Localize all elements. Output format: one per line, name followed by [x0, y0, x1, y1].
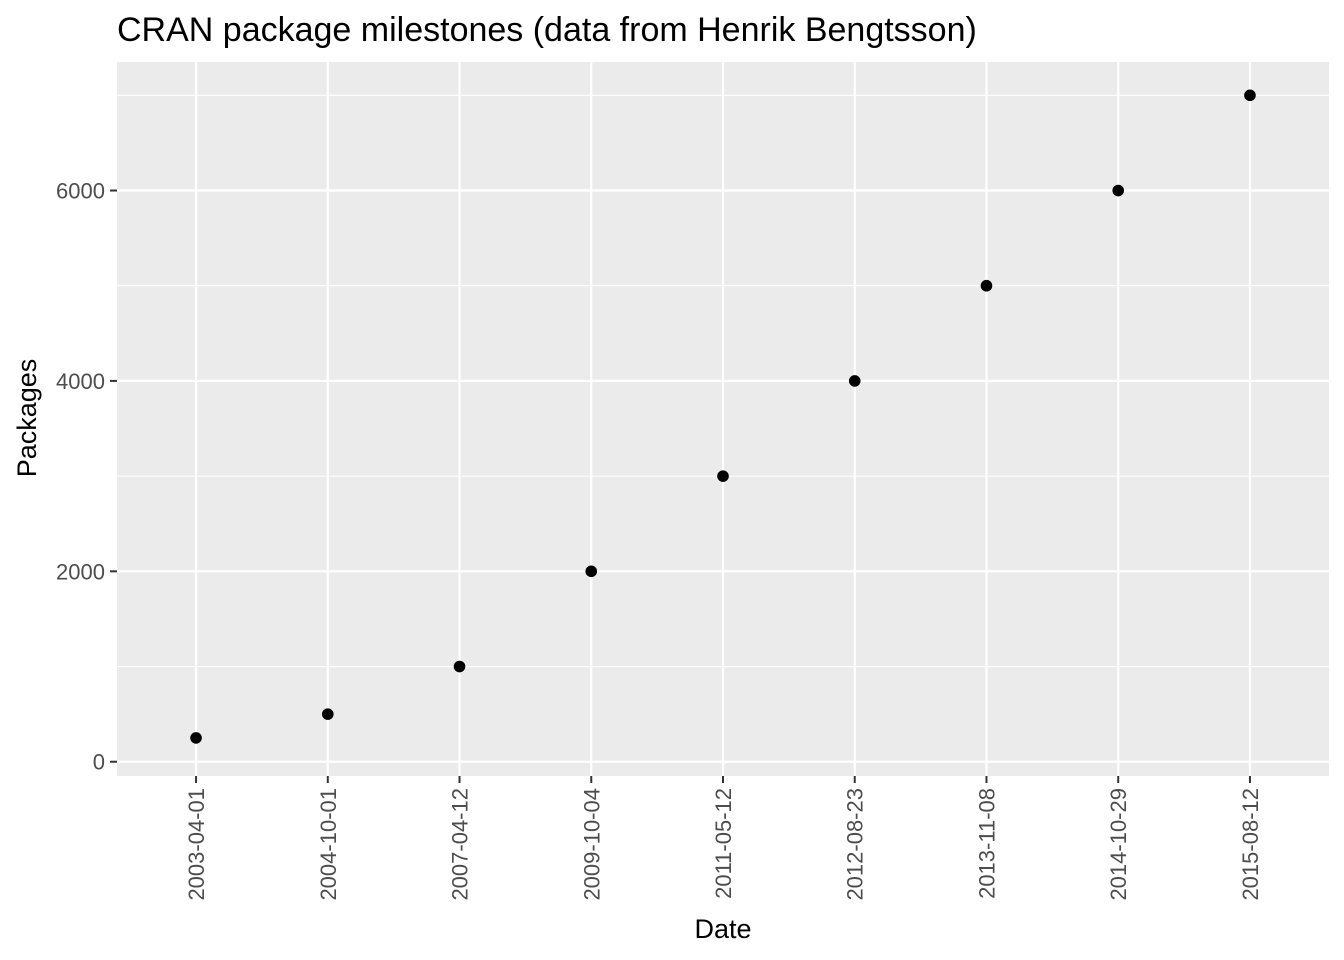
y-tick-label: 6000	[56, 179, 105, 204]
y-axis-title: Packages	[12, 359, 42, 478]
data-point-2015-08-12	[1244, 89, 1256, 102]
data-point-2011-05-12	[717, 470, 729, 482]
data-point-2013-11-08	[980, 279, 993, 292]
data-point-2003-04-01	[190, 732, 202, 744]
data-point-2012-08-23	[848, 375, 861, 387]
data-points	[190, 89, 1256, 744]
x-tick-label: 2009-10-04	[579, 788, 604, 901]
data-point-2009-10-04	[585, 565, 598, 578]
x-axis-title: Date	[694, 914, 751, 944]
x-tick-label: 2003-04-01	[184, 788, 209, 901]
x-axis: 2003-04-01 2004-10-01 2007-04-12 2009-10-04…	[184, 776, 1263, 901]
y-tick-label: 0	[93, 750, 105, 775]
x-tick-label: 2011-05-12	[711, 788, 736, 899]
data-point-2014-10-29	[1112, 184, 1125, 197]
x-tick-label: 2015-08-12	[1238, 788, 1263, 901]
x-tick-label: 2004-10-01	[316, 788, 341, 901]
y-axis: 0 2000 4000 6000	[56, 179, 117, 775]
y-tick-label: 2000	[56, 559, 105, 584]
major-gridlines	[117, 62, 1329, 776]
data-point-2004-10-01	[321, 708, 334, 720]
data-point-2007-04-12	[453, 660, 466, 673]
chart-title: CRAN package milestones (data from Henri…	[117, 11, 977, 49]
x-tick-label: 2013-11-08	[974, 788, 999, 899]
y-tick-label: 4000	[56, 369, 105, 394]
x-tick-label: 2012-08-23	[843, 788, 868, 901]
x-tick-label: 2007-04-12	[448, 788, 473, 901]
x-tick-label: 2014-10-29	[1106, 788, 1131, 901]
